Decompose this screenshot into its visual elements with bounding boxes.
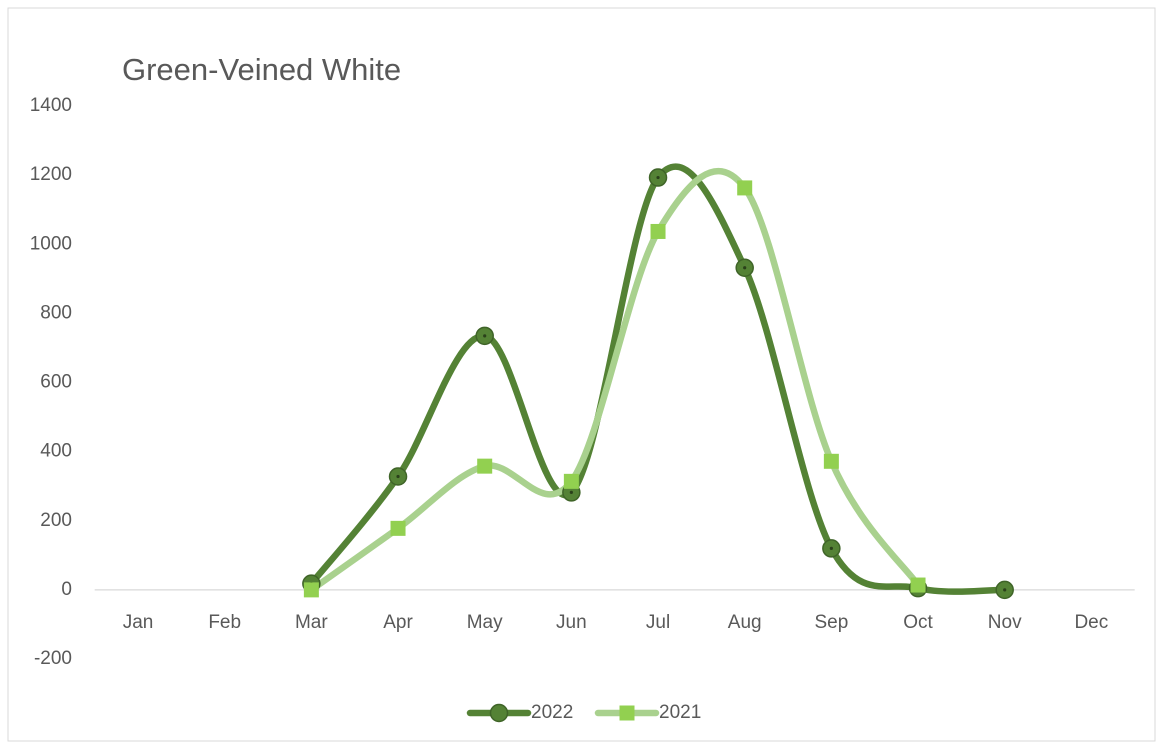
x-tick-label: Jul <box>646 612 670 633</box>
chart-title: Green-Veined White <box>122 52 401 87</box>
point-marker <box>563 473 579 489</box>
legend-label: 2021 <box>659 702 701 723</box>
point-marker <box>388 467 408 486</box>
x-tick-label: Nov <box>988 612 1022 633</box>
point-marker <box>650 223 666 239</box>
y-tick-label: 200 <box>40 510 72 531</box>
point-marker <box>823 453 839 469</box>
marker-dot <box>483 334 487 338</box>
marker-dot <box>829 546 833 551</box>
y-tick-label: 1200 <box>30 164 72 185</box>
point-marker <box>475 326 494 346</box>
point-marker <box>822 539 841 558</box>
point-marker <box>735 258 754 278</box>
marker-dot <box>743 266 747 270</box>
marker-dot <box>396 474 400 479</box>
point-marker <box>303 582 319 598</box>
legend-item: 2021 <box>594 702 701 723</box>
marker-dot <box>656 175 660 180</box>
point-marker <box>390 520 406 536</box>
marker-dot <box>1003 588 1007 592</box>
y-tick-label: 0 <box>61 579 72 600</box>
x-tick-label: Mar <box>295 612 328 633</box>
series-line <box>308 167 922 594</box>
y-tick-label: 600 <box>40 372 72 393</box>
point-marker <box>995 580 1014 600</box>
y-tick-label: 400 <box>40 441 72 462</box>
point-marker <box>648 168 668 187</box>
series-line <box>308 163 1008 595</box>
y-tick-label: 1400 <box>30 95 72 116</box>
y-tick-label: 800 <box>40 302 72 323</box>
x-tick-label: Oct <box>903 612 933 633</box>
legend-label: 2022 <box>531 702 573 723</box>
x-tick-label: May <box>467 612 503 633</box>
chart-border <box>7 7 1156 742</box>
x-tick-label: Jan <box>123 612 154 633</box>
x-tick-label: Sep <box>814 612 848 633</box>
x-tick-label: Apr <box>383 612 413 633</box>
marker-dot <box>569 490 573 495</box>
point-marker <box>737 180 753 196</box>
x-tick-label: Aug <box>728 612 762 633</box>
x-tick-label: Jun <box>556 612 587 633</box>
legend-item: 2022 <box>466 702 573 723</box>
y-tick-label: 1000 <box>30 233 72 254</box>
legend-marker <box>489 703 509 723</box>
point-marker <box>477 458 493 474</box>
x-tick-label: Dec <box>1074 612 1108 633</box>
legend-marker <box>619 705 635 721</box>
point-marker <box>910 577 926 593</box>
y-tick-label: -200 <box>34 648 72 669</box>
x-tick-label: Feb <box>208 612 241 633</box>
